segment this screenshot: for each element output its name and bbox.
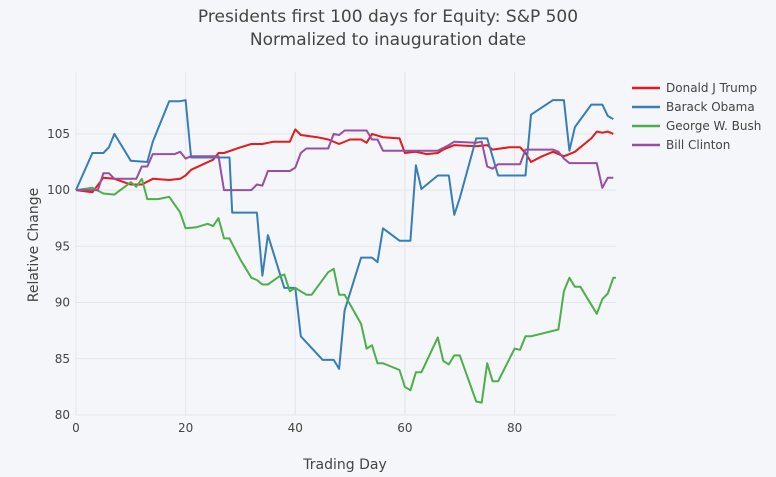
- y-tick-label: 80: [55, 408, 70, 422]
- y-tick-label: 90: [55, 296, 70, 310]
- y-tick-label: 105: [47, 127, 70, 141]
- series-line-bill-clinton: [76, 129, 614, 192]
- legend: Donald J Trump Barack Obama George W. Bush…: [632, 81, 761, 152]
- x-tick-label: 0: [72, 421, 80, 435]
- x-tick-label: 60: [397, 421, 412, 435]
- y-axis-label: Relative Change: [26, 188, 42, 303]
- x-axis-label: Trading Day: [302, 457, 386, 473]
- chart-title: Presidents first 100 days for Equity: S&…: [198, 7, 578, 27]
- series-line-george-w-bush: [75, 177, 616, 404]
- x-tick-label: 20: [178, 421, 193, 435]
- series-line-barack-obama: [75, 99, 614, 370]
- chart-subtitle: Normalized to inauguration date: [250, 30, 526, 50]
- legend-label-george-w-bush: George W. Bush: [666, 119, 761, 133]
- legend-label-donald-j-trump: Donald J Trump: [666, 81, 757, 95]
- legend-label-barack-obama: Barack Obama: [666, 100, 755, 114]
- axis-ticks: 80 85 90 95 100 105 0 20 40 60 80: [47, 127, 522, 435]
- legend-label-bill-clinton: Bill Clinton: [666, 138, 730, 152]
- y-tick-label: 95: [55, 239, 70, 253]
- y-tick-label: 85: [55, 352, 70, 366]
- series-line-donald-j-trump: [75, 128, 614, 194]
- x-tick-label: 80: [507, 421, 522, 435]
- y-tick-label: 100: [47, 183, 70, 197]
- series-lines: [75, 99, 616, 404]
- x-tick-label: 40: [288, 421, 303, 435]
- grid: [75, 72, 616, 416]
